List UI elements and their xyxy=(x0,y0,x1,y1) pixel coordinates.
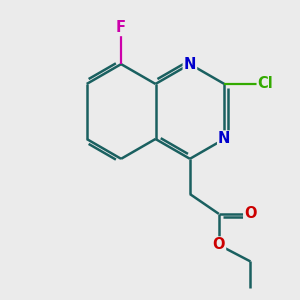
Text: N: N xyxy=(184,57,196,72)
Text: Cl: Cl xyxy=(258,76,274,92)
Text: O: O xyxy=(244,206,257,221)
Text: N: N xyxy=(218,131,230,146)
Text: F: F xyxy=(116,20,126,35)
Text: O: O xyxy=(213,237,225,252)
